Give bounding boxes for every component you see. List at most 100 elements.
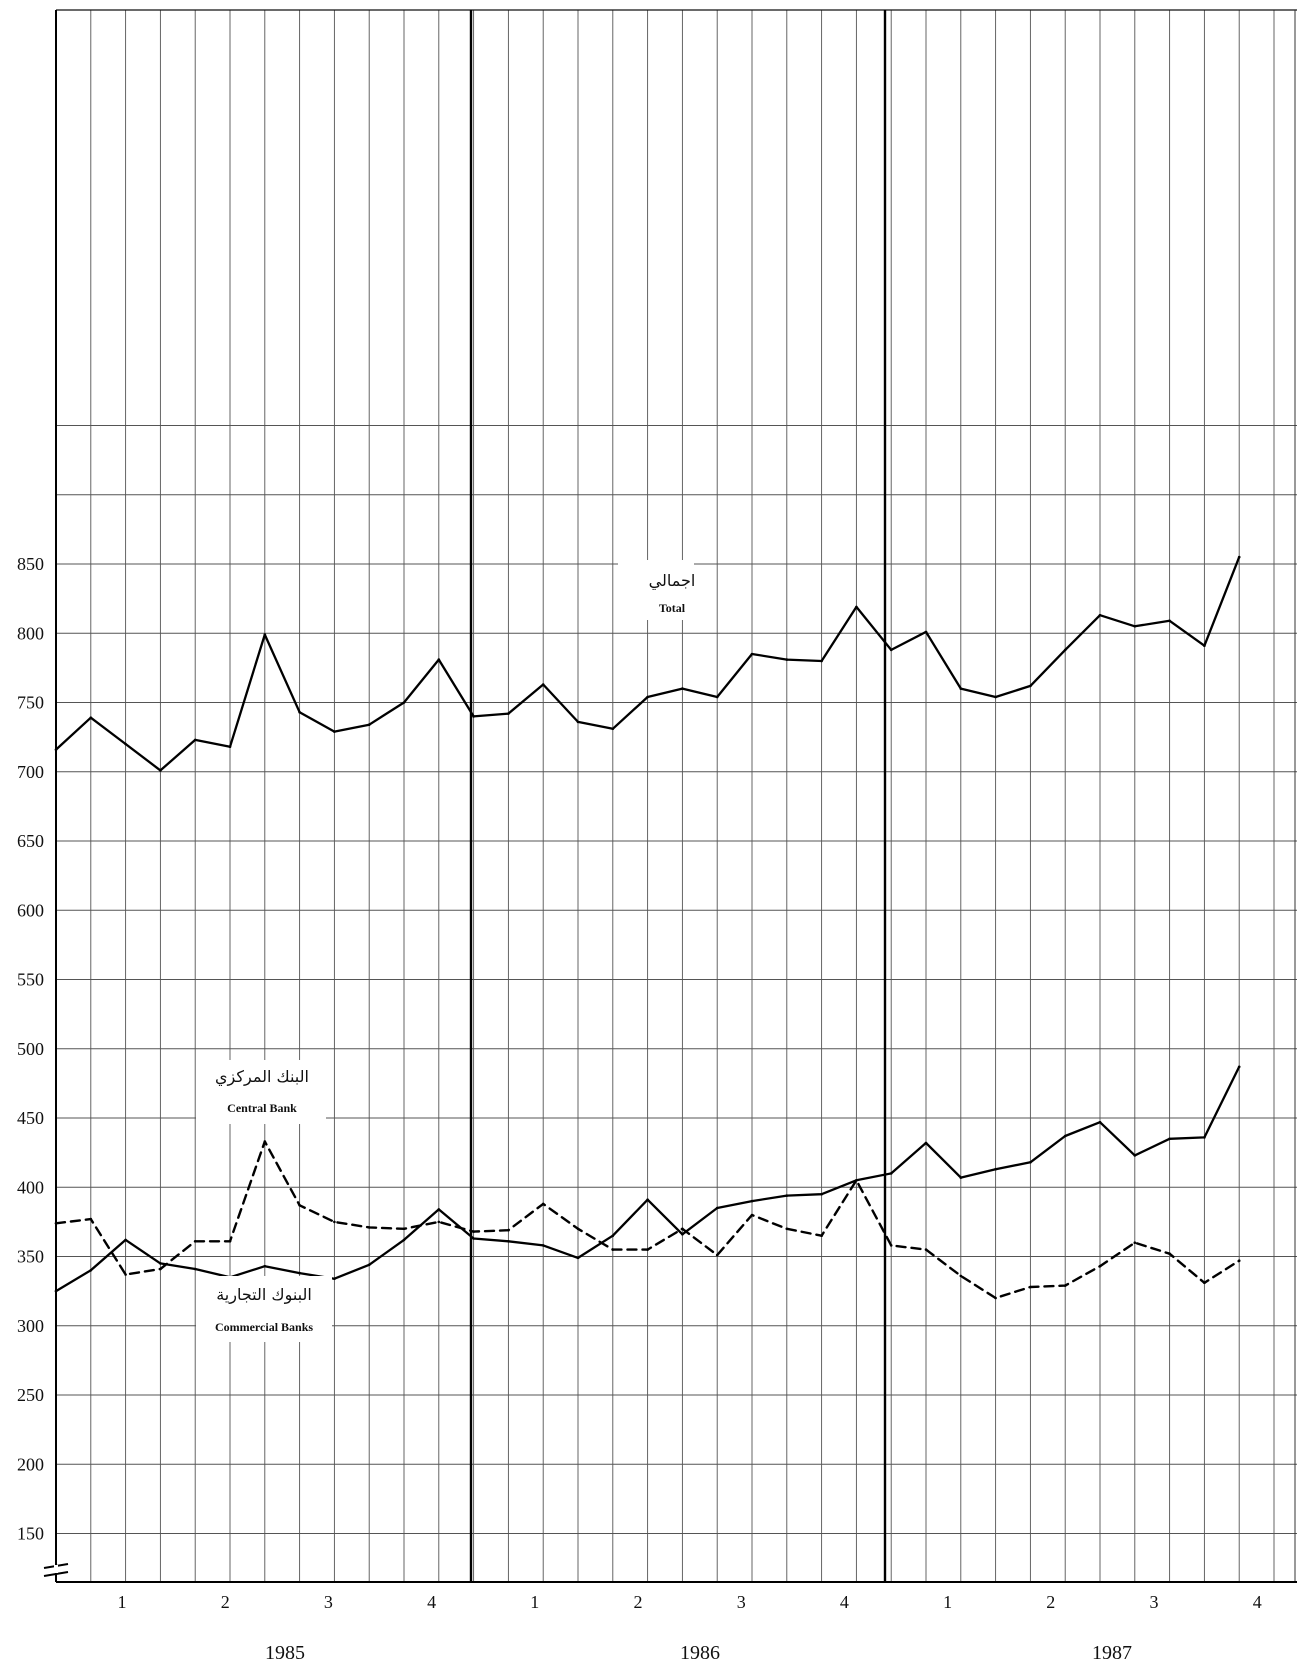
- data-point: [820, 1234, 823, 1237]
- data-point: [298, 1204, 301, 1207]
- data-point: [541, 1202, 545, 1206]
- data-point: [715, 1206, 719, 1210]
- data-point: [367, 1263, 371, 1267]
- data-point: [1133, 1241, 1137, 1244]
- data-point: [333, 1220, 336, 1224]
- data-point: [367, 1226, 371, 1229]
- data-point: [889, 1244, 893, 1247]
- data-point: [1237, 555, 1241, 559]
- data-point: [1063, 1284, 1067, 1287]
- x-year-label: 1986: [680, 1642, 720, 1664]
- data-point: [576, 1256, 580, 1260]
- y-tick-label: 400: [17, 1177, 44, 1197]
- label-central-bank-bg: [196, 1060, 326, 1124]
- label-central-bank-ar: البنك المركزي: [215, 1067, 309, 1087]
- data-point: [611, 1248, 615, 1251]
- data-point: [1098, 1120, 1102, 1124]
- data-point: [333, 1277, 336, 1280]
- data-point: [263, 1140, 267, 1143]
- data-point: [228, 745, 232, 749]
- label-central-bank-en: Central Bank: [227, 1101, 297, 1115]
- data-point: [228, 1240, 232, 1243]
- data-point: [994, 695, 997, 699]
- data-point: [472, 1237, 475, 1240]
- label-total-en: Total: [659, 601, 686, 615]
- x-quarter-label: 3: [1150, 1592, 1159, 1612]
- data-point: [367, 723, 371, 726]
- x-quarter-label: 2: [221, 1592, 230, 1612]
- data-point: [437, 1220, 441, 1224]
- y-tick-label: 800: [17, 623, 44, 643]
- data-point: [1063, 1134, 1067, 1138]
- y-tick-label: 200: [17, 1454, 44, 1474]
- data-point: [507, 712, 510, 715]
- data-point: [1168, 619, 1171, 623]
- data-point: [402, 1227, 406, 1231]
- label-total-ar: اجمالي: [649, 571, 696, 591]
- data-point: [437, 1208, 441, 1211]
- data-point: [785, 1227, 789, 1231]
- x-year-label: 1985: [265, 1642, 305, 1664]
- label-commercial-banks-bg: [196, 1276, 332, 1342]
- data-point: [333, 730, 336, 733]
- data-point: [820, 1192, 823, 1196]
- data-point: [924, 1141, 928, 1145]
- y-tick-label: 450: [17, 1108, 44, 1128]
- data-point: [1063, 648, 1067, 652]
- data-point: [298, 710, 301, 714]
- data-point: [750, 1199, 754, 1203]
- data-point: [959, 1176, 963, 1179]
- data-point: [124, 742, 127, 746]
- y-tick-label: 600: [17, 900, 44, 920]
- data-point: [472, 1230, 475, 1233]
- data-point: [855, 1179, 858, 1182]
- x-quarter-label: 1: [530, 1592, 539, 1612]
- data-point: [785, 658, 789, 661]
- data-point: [924, 630, 928, 634]
- data-point: [1133, 625, 1137, 628]
- data-point: [1029, 684, 1032, 688]
- data-point: [715, 695, 719, 699]
- y-tick-label: 550: [17, 970, 44, 990]
- data-point: [1168, 1252, 1171, 1255]
- x-quarter-label: 2: [634, 1592, 643, 1612]
- data-point: [1203, 1281, 1206, 1285]
- data-point: [507, 1228, 510, 1232]
- data-point: [1133, 1154, 1137, 1157]
- data-point: [1203, 644, 1206, 647]
- data-point: [785, 1194, 789, 1197]
- data-point: [750, 1213, 754, 1217]
- data-point: [889, 648, 893, 652]
- data-point: [89, 1269, 93, 1272]
- x-quarter-label: 4: [840, 1592, 849, 1612]
- data-point: [1098, 1264, 1102, 1268]
- y-tick-label: 750: [17, 693, 44, 713]
- data-point: [889, 1172, 893, 1175]
- data-point: [437, 658, 441, 661]
- data-point: [124, 1273, 127, 1276]
- data-point: [402, 701, 406, 704]
- data-point: [959, 687, 963, 690]
- data-point: [1237, 1259, 1241, 1262]
- label-commercial-banks-ar: البنوك التجارية: [216, 1285, 312, 1305]
- data-point: [855, 605, 858, 609]
- data-point: [193, 1240, 197, 1243]
- y-tick-label: 700: [17, 762, 44, 782]
- label-central-bank: البنك المركزي Central Bank: [196, 1060, 326, 1124]
- y-tick-label: 150: [17, 1524, 44, 1544]
- data-point: [1237, 1065, 1241, 1069]
- data-point: [681, 1233, 684, 1236]
- label-total-bg: [618, 560, 694, 620]
- data-point: [263, 1264, 267, 1268]
- axes: 150 200 250 300 350 400 450 500 550 600 650 700 750 8…: [17, 10, 1297, 1664]
- y-tick-label: 350: [17, 1247, 44, 1267]
- data-point: [541, 1244, 545, 1247]
- data-point: [402, 1238, 406, 1242]
- data-point: [507, 1240, 510, 1243]
- x-quarter-label: 1: [118, 1592, 127, 1612]
- y-tick-label: 850: [17, 554, 44, 574]
- data-point: [750, 652, 754, 656]
- data-point: [89, 1217, 93, 1221]
- data-point: [1168, 1137, 1171, 1141]
